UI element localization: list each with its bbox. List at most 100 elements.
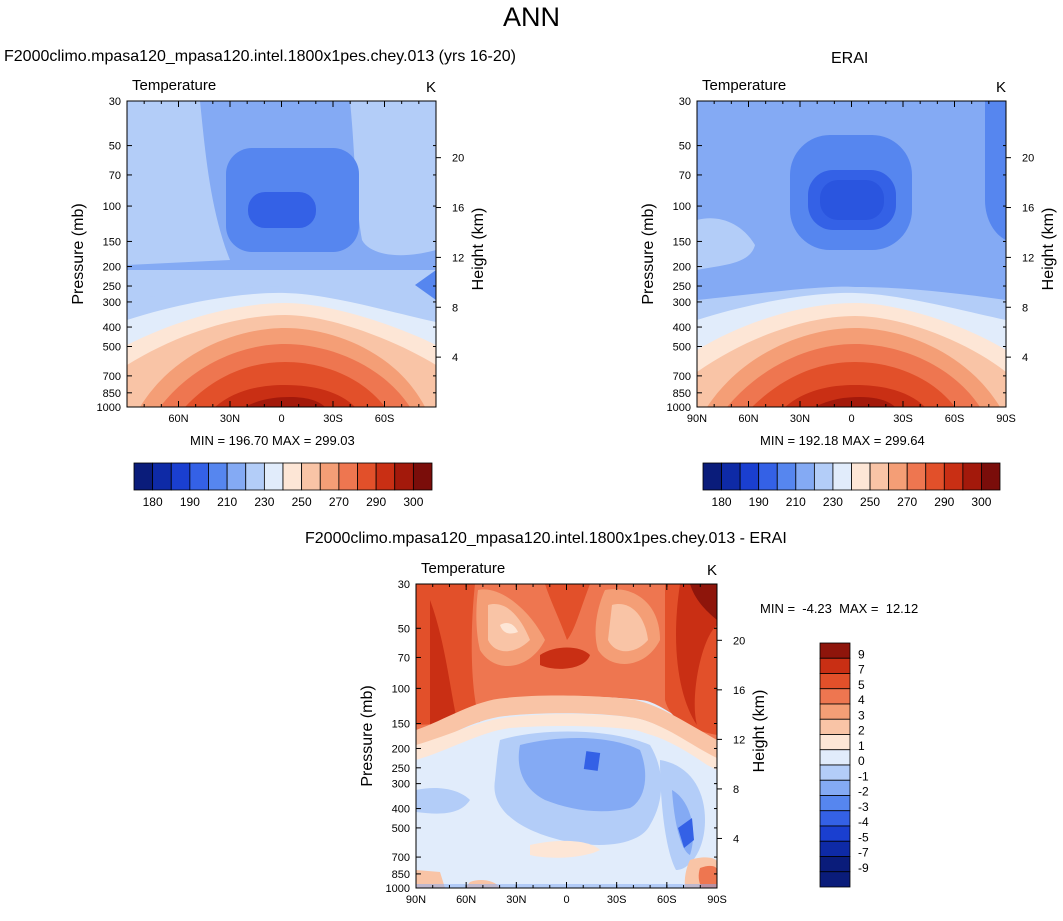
colorbar-label: -7: [858, 846, 869, 860]
obs-field: [697, 101, 1006, 407]
height-tick-label: 16: [1022, 203, 1034, 215]
pressure-tick-label: 30: [679, 96, 691, 108]
height-tick-label: 4: [1022, 352, 1028, 364]
lat-tick-label: 60S: [375, 413, 395, 425]
colorbar-swatch: [925, 462, 945, 491]
pressure-tick-label: 150: [673, 236, 691, 248]
pressure-tick-label: 250: [392, 763, 410, 775]
colorbar-label: 180: [143, 495, 163, 509]
colorbar-label: 9: [858, 647, 865, 661]
lat-tick-label: 60S: [657, 894, 677, 906]
lat-tick-label: 60N: [168, 413, 188, 425]
colorbar-label: 210: [217, 495, 237, 509]
height-tick-label: 20: [733, 635, 745, 647]
colorbar-swatch: [301, 462, 321, 491]
colorbar-label: -3: [858, 800, 869, 814]
pressure-tick-label: 100: [103, 201, 121, 213]
pressure-tick-label: 100: [392, 683, 410, 695]
pressure-tick-label: 700: [673, 371, 691, 383]
colorbar-label: -5: [858, 830, 869, 844]
colorbar-label: 0: [858, 754, 865, 768]
pressure-axis-label: Pressure (mb): [70, 203, 87, 304]
colorbar-swatch: [245, 462, 265, 491]
height-tick-label: 8: [1022, 302, 1028, 314]
height-tick-label: 12: [452, 252, 464, 264]
colorbar-swatch: [819, 825, 851, 842]
colorbar-swatch: [819, 703, 851, 720]
colorbar-swatch: [819, 734, 851, 751]
colorbar-swatch: [208, 462, 228, 491]
pressure-axis-label: Pressure (mb): [359, 685, 376, 786]
pressure-tick-label: 300: [103, 297, 121, 309]
main-title: ANN: [502, 2, 560, 32]
pressure-tick-label: 50: [679, 141, 691, 153]
pressure-tick-label: 300: [392, 779, 410, 791]
colorbar-swatch: [776, 462, 797, 491]
lat-tick-label: 90N: [687, 413, 707, 425]
pressure-tick-label: 70: [679, 170, 691, 182]
diff-stats: MIN = -4.23 MAX = 12.12: [760, 601, 919, 616]
pressure-tick-label: 1000: [97, 402, 121, 414]
colorbar-label: 180: [712, 495, 732, 509]
colorbar-swatch: [721, 462, 741, 491]
colorbar-swatch: [282, 462, 303, 491]
colorbar-swatch: [819, 688, 851, 705]
height-axis-label: Height (km): [470, 208, 487, 291]
colorbar-swatch: [702, 462, 722, 491]
model-field: [127, 101, 436, 407]
obs-axes: 30 50 70 100 150 200 250 300 400 500 700 850 1000 20 1…: [640, 77, 1057, 425]
colorbar-label: 290: [366, 495, 386, 509]
colorbar-label: -9: [858, 861, 869, 875]
colorbar-label: 190: [180, 495, 200, 509]
colorbar-swatch: [819, 764, 851, 781]
units-label: K: [707, 562, 717, 579]
colorbar-label: 250: [860, 495, 880, 509]
colorbar-swatch: [338, 462, 358, 491]
colorbar-swatch: [819, 871, 851, 888]
colorbar-swatch: [869, 462, 890, 491]
pressure-tick-label: 30: [398, 579, 410, 591]
colorbar-label: 300: [971, 495, 991, 509]
obs-stats: MIN = 192.18 MAX = 299.64: [760, 433, 925, 448]
pressure-tick-label: 1000: [667, 402, 691, 414]
colorbar-swatch: [819, 642, 851, 659]
lat-tick-label: 0: [278, 413, 284, 425]
lat-tick-label: 30N: [790, 413, 810, 425]
pressure-tick-label: 150: [103, 236, 121, 248]
height-tick-label: 16: [452, 203, 464, 215]
colorbar-label: 4: [858, 693, 865, 707]
pressure-tick-label: 400: [673, 322, 691, 334]
colorbar-swatch: [375, 462, 396, 491]
height-tick-label: 12: [1022, 252, 1034, 264]
colorbar-label: 250: [292, 495, 312, 509]
pressure-tick-label: 70: [109, 170, 121, 182]
colorbar-swatch: [819, 657, 851, 674]
pressure-tick-label: 500: [103, 342, 121, 354]
colorbar-label: 5: [858, 678, 865, 692]
model-colorbar: 180 190 210 230 250 270 290 300: [133, 462, 433, 509]
colorbar-label: 2: [858, 724, 865, 738]
pressure-tick-label: 700: [392, 852, 410, 864]
colorbar-label: 270: [329, 495, 349, 509]
pressure-tick-label: 250: [673, 281, 691, 293]
height-axis-label: Height (km): [1040, 208, 1057, 291]
pressure-tick-label: 70: [398, 652, 410, 664]
lat-tick-label: 60S: [945, 413, 965, 425]
colorbar-label: -2: [858, 785, 869, 799]
pressure-tick-label: 200: [103, 262, 121, 274]
colorbar-swatch: [906, 462, 927, 491]
height-tick-label: 16: [733, 685, 745, 697]
height-tick-label: 20: [1022, 153, 1034, 165]
colorbar-label: 3: [858, 708, 865, 722]
colorbar-swatch: [226, 462, 247, 491]
colorbar-swatch: [832, 462, 852, 491]
colorbar-swatch: [394, 462, 414, 491]
colorbar-swatch: [189, 462, 209, 491]
model-axes: 30 50 70 100 150 200 250 300 400 500 700 850 1000 20 1…: [70, 77, 487, 425]
colorbar-swatch: [819, 810, 851, 827]
colorbar-label: 190: [749, 495, 769, 509]
pressure-tick-label: 850: [392, 869, 410, 881]
model-stats: MIN = 196.70 MAX = 299.03: [190, 433, 355, 448]
colorbar-swatch: [170, 462, 191, 491]
